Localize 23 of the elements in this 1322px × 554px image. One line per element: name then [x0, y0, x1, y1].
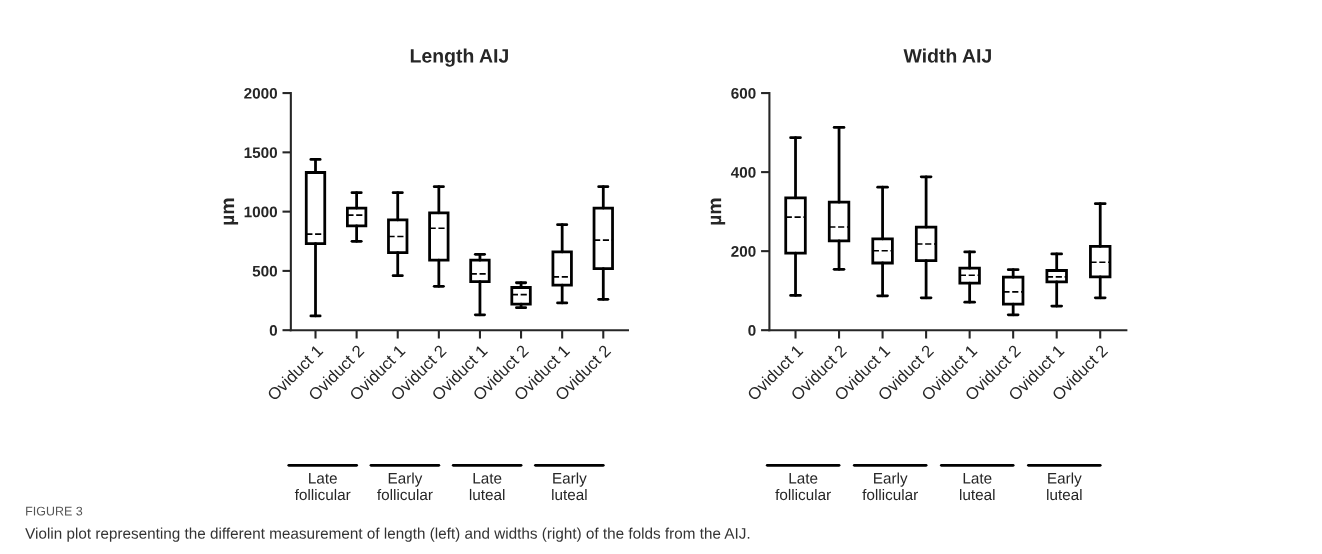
text: Late luteal [469, 473, 505, 501]
y-tick-label: 500 [252, 265, 278, 277]
text: Late luteal [960, 473, 995, 501]
chart-title: Length AIJ [410, 48, 508, 67]
text: Early luteal [552, 472, 587, 501]
y-axis-title: µm [710, 198, 726, 225]
y-axis-title: µm [223, 198, 239, 225]
y-tick-label: 200 [731, 246, 756, 257]
y-tick-label: 0 [748, 325, 756, 336]
text: Early follicular [862, 472, 918, 501]
y-tick-label: 0 [269, 325, 278, 336]
y-tick-label: 2000 [244, 87, 278, 99]
text: Late follicular [775, 473, 831, 501]
y-tick-label: 1000 [244, 206, 278, 218]
y-tick-label: 600 [731, 87, 756, 99]
text: Late follicular [294, 473, 351, 501]
text: Violin plot representing the different measurement of length (left) and widths (right) of the folds from the AIJ. [25, 527, 750, 542]
y-tick-label: 1500 [244, 147, 278, 159]
y-tick-label: 400 [730, 166, 756, 178]
text: Early follicular [377, 472, 433, 501]
text: Early luteal [1047, 472, 1082, 501]
chart-title: Width AIJ [903, 48, 991, 63]
caption: FIGURE 3 [26, 506, 83, 516]
